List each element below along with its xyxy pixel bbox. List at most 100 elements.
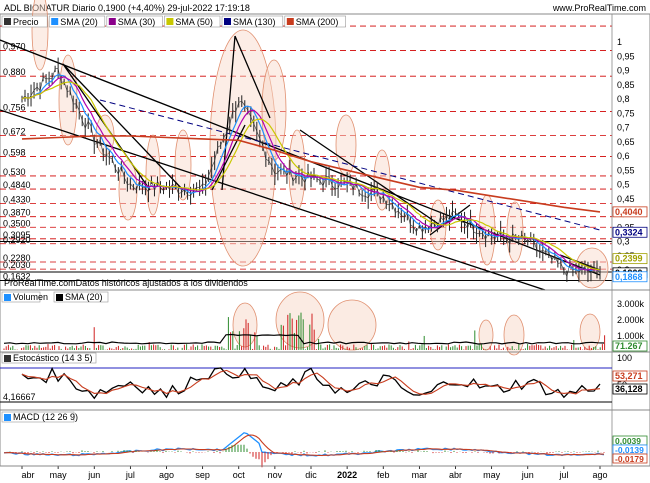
x-tick-label: nov (268, 470, 283, 480)
right-tick: 0,45 (617, 194, 635, 204)
x-tick-label: dic (305, 470, 317, 480)
cycle-oval (174, 129, 192, 201)
legend-label: SMA (50) (175, 17, 213, 27)
right-tick: 0,3 (617, 237, 630, 247)
level-label: 0,2030 (3, 260, 31, 270)
right-tick: 0,55 (617, 165, 635, 175)
legend-item (1, 15, 48, 28)
legend-swatch (286, 18, 294, 25)
price-badge (612, 206, 648, 218)
x-tick-label: may (50, 470, 68, 480)
legend-label: SMA (30) (118, 17, 156, 27)
cycle-oval (261, 59, 287, 161)
sma-lines (21, 73, 601, 272)
level-label: 0,970 (3, 42, 26, 52)
volume-sma-line (3, 333, 605, 345)
right-tick: 1 (617, 37, 622, 47)
volume-badge: 71.267 (615, 341, 643, 351)
volume-oval (579, 313, 601, 351)
stochastic-badge: 53,271 (615, 371, 643, 381)
left-price-levels: 1,0560,9700,8800,7560,6720,5980,5300,484… (3, 17, 31, 281)
price-line (21, 67, 601, 278)
legend-item (48, 15, 106, 28)
volume-tick: 2.000k (617, 315, 645, 325)
price-badge (612, 271, 648, 283)
legend-label: SMA (130) (233, 17, 276, 27)
volume-tick: 1.000k (617, 331, 645, 341)
stochastic-badge: 36,128 (615, 384, 643, 394)
level-label: 0,1632 (3, 271, 31, 281)
legend-swatch (108, 18, 116, 25)
x-tick-label: 2022 (337, 470, 357, 480)
macd-badge: 0,0039 (615, 436, 641, 446)
stochastic-level: 4,16667 (3, 392, 36, 402)
right-tick: 0,7 (617, 123, 630, 133)
price-panel: 1,0560,9700,8800,7560,6720,5980,5300,484… (0, 0, 650, 466)
legend-item (221, 15, 284, 28)
level-label: 0,2920 (3, 235, 31, 245)
level-label: 0,4330 (3, 195, 31, 205)
level-label: 0,4840 (3, 180, 31, 190)
stochastic-k-line (21, 367, 601, 400)
level-label: 0,530 (3, 167, 26, 177)
legend-label: Precio (13, 17, 39, 27)
volume-legend: Volumen (13, 292, 48, 302)
legend-swatch (166, 18, 174, 25)
right-tick: 0,5 (617, 180, 630, 190)
x-tick-label: ago (592, 470, 607, 480)
right-tick: 0,95 (617, 51, 635, 61)
x-tick-label: oct (233, 470, 246, 480)
level-label: 0,756 (3, 103, 26, 113)
level-label: 0,3095 (3, 230, 31, 240)
cycle-oval (31, 0, 49, 71)
level-label: 0,880 (3, 67, 26, 77)
macd-panel: MACD (12 26 9) 0,0039-0,0139-0,0179 (0, 409, 650, 468)
x-tick-label: abr (21, 470, 34, 480)
price-legend: Precio SMA (20) SMA (30) SMA (50) SMA (130) S… (1, 15, 346, 28)
macd-signal-line (3, 434, 605, 457)
x-tick-label: ago (159, 470, 174, 480)
level-label: 0,672 (3, 126, 26, 136)
right-tick: 0,8 (617, 94, 630, 104)
right-tick: 0,85 (617, 80, 635, 90)
price-badge-text: 0,4040 (615, 207, 643, 217)
x-tick-label: jun (87, 470, 100, 480)
volume-sma-legend: SMA (20) (65, 292, 103, 302)
chart-title: ADL BIONATUR Diario 0,1900 (+4,40%) 29-j… (4, 3, 250, 13)
volume-tick: 3.000k (617, 299, 645, 309)
sma130-projection (99, 99, 601, 231)
trend-line (62, 63, 184, 191)
macd-legend: MACD (12 26 9) (13, 412, 78, 422)
legend-swatch (4, 18, 11, 25)
brand-link[interactable]: www.ProRealTime.com (552, 3, 646, 13)
x-tick-label: jul (125, 470, 135, 480)
sma30-line (21, 76, 601, 271)
price-badge-text: 0,3324 (615, 227, 643, 237)
right-tick: 0,75 (617, 108, 635, 118)
cycle-oval (145, 134, 161, 216)
legend-item (106, 15, 163, 28)
cycle-oval (506, 201, 524, 263)
trend-line (559, 254, 601, 271)
stochastic-tick: 100 (617, 353, 632, 363)
trend-line (234, 35, 271, 119)
level-label: 0,3500 (3, 218, 31, 228)
x-tick-label: feb (377, 470, 390, 480)
x-axis: abr may jun jul ago sep oct nov dic 2022 feb mar abr… (0, 465, 612, 480)
level-label: 0,2280 (3, 253, 31, 263)
x-tick-label: abr (449, 470, 462, 480)
x-tick-label: may (483, 470, 501, 480)
legend-swatch (224, 18, 231, 25)
level-label: 0,3870 (3, 208, 31, 218)
legend-label: SMA (20) (60, 17, 98, 27)
sma200-line (21, 135, 601, 213)
legend-swatch (51, 18, 59, 25)
price-badge (612, 253, 648, 265)
x-tick-label: mar (412, 470, 428, 480)
price-badge (612, 226, 648, 238)
legend-label: SMA (200) (296, 17, 339, 27)
macd-badge: -0,0139 (615, 445, 644, 455)
level-label: 0,598 (3, 148, 26, 158)
